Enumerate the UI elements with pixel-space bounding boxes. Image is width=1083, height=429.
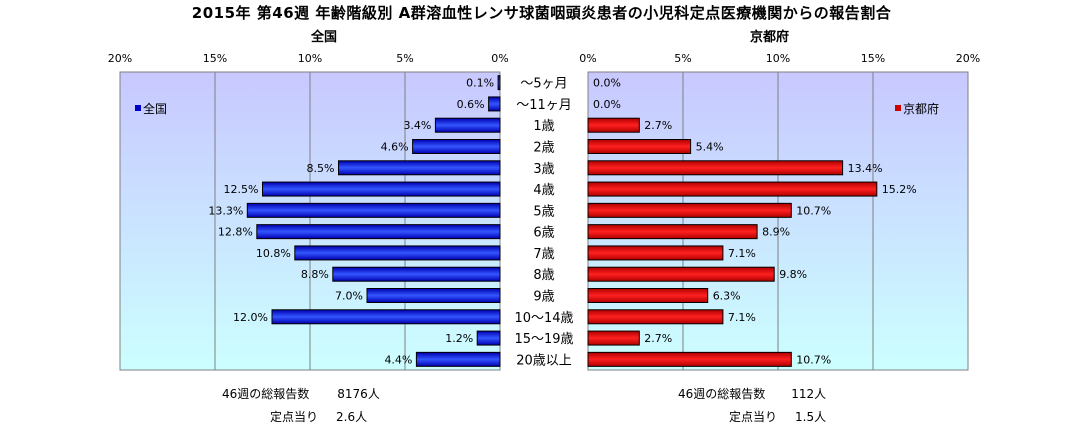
kyoto-bar (587, 245, 724, 261)
national-total-label: 46週の総報告数 (222, 387, 310, 401)
kyoto-per-value: 1.5人 (795, 410, 827, 424)
age-category-label: 6歳 (533, 226, 554, 241)
kyoto-data-label: 5.4% (696, 141, 724, 154)
national-bar (366, 288, 501, 303)
kyoto-data-label: 2.7% (644, 332, 672, 345)
kyoto-data-label: 10.7% (796, 204, 831, 217)
age-category-label: ～5ヶ月 (520, 77, 567, 92)
national-legend-label: 全国 (143, 101, 167, 116)
national-bar (246, 202, 501, 218)
national-data-label: 3.4% (403, 119, 431, 132)
age-category-label: 7歳 (533, 247, 554, 262)
kyoto-data-label: 8.9% (762, 226, 790, 239)
age-category-label: ～11ヶ月 (516, 98, 572, 113)
kyoto-total-value: 112人 (791, 387, 827, 401)
kyoto-bar (587, 309, 724, 325)
age-category-label: 9歳 (533, 290, 554, 305)
kyoto-data-label: 0.0% (593, 98, 621, 111)
kyoto-total-reports: 46週の総報告数 112人 (678, 385, 826, 402)
kyoto-legend-swatch (895, 105, 901, 111)
national-data-label: 13.3% (208, 204, 243, 217)
kyoto-bar (587, 117, 640, 133)
age-category-label: 20歳以上 (516, 353, 572, 368)
national-data-label: 1.2% (445, 332, 473, 345)
kyoto-data-label: 9.8% (779, 268, 807, 281)
national-bar (262, 181, 501, 197)
national-data-label: 0.1% (466, 77, 494, 90)
age-category-label: 10～14歳 (514, 311, 573, 326)
national-tick-label: 5% (396, 52, 413, 65)
age-category-label: 1歳 (533, 119, 554, 134)
kyoto-tick-label: 15% (861, 52, 885, 65)
national-data-label: 10.8% (256, 247, 291, 260)
kyoto-data-label: 15.2% (882, 183, 917, 196)
chart-title: 2015年 第46週 年齢階級別 A群溶血性レンサ球菌咽頭炎患者の小児科定点医療… (191, 4, 892, 22)
kyoto-bar (587, 266, 775, 282)
kyoto-data-label: 0.0% (593, 77, 621, 90)
national-data-label: 8.8% (301, 268, 329, 281)
kyoto-tick-label: 0% (579, 52, 596, 65)
national-bar (256, 224, 501, 240)
national-per-label: 定点当り (270, 410, 319, 424)
national-tick-label: 20% (108, 52, 132, 65)
national-tick-label: 15% (203, 52, 227, 65)
national-bar (271, 309, 501, 325)
kyoto-data-label: 7.1% (728, 247, 756, 260)
national-data-label: 8.5% (307, 162, 335, 175)
national-data-label: 12.8% (218, 226, 253, 239)
age-category-label: 5歳 (533, 204, 554, 219)
national-data-label: 0.6% (457, 98, 485, 111)
national-bar (476, 330, 501, 346)
age-category-label: 8歳 (533, 268, 554, 283)
national-bar (338, 160, 501, 176)
age-category-label: 2歳 (533, 141, 554, 156)
national-data-label: 12.0% (233, 311, 268, 324)
national-tick-label: 10% (298, 52, 322, 65)
kyoto-per-label: 定点当り (729, 410, 778, 424)
national-bar (415, 351, 501, 367)
kyoto-total-label: 46週の総報告数 (678, 387, 766, 401)
national-data-label: 12.5% (224, 183, 259, 196)
kyoto-bar (587, 224, 758, 240)
kyoto-tick-label: 20% (956, 52, 980, 65)
kyoto-data-label: 7.1% (728, 311, 756, 324)
age-category-label: 15～19歳 (514, 332, 573, 347)
national-bar (488, 96, 501, 112)
kyoto-data-label: 10.7% (796, 353, 831, 366)
national-data-label: 4.4% (384, 353, 412, 366)
kyoto-bar (587, 181, 878, 197)
national-legend-swatch (135, 105, 141, 111)
national-total-reports: 46週の総報告数 8176人 (222, 385, 380, 402)
kyoto-tick-label: 10% (766, 52, 790, 65)
national-data-label: 4.6% (381, 141, 409, 154)
kyoto-bar (587, 288, 709, 303)
age-category-label: 4歳 (533, 183, 554, 198)
kyoto-bar (587, 351, 792, 367)
kyoto-bar (587, 202, 792, 218)
national-per-site: 定点当り 2.6人 (270, 408, 367, 425)
kyoto-legend-label: 京都府 (903, 101, 939, 116)
kyoto-per-site: 定点当り 1.5人 (729, 408, 826, 425)
kyoto-data-label: 13.4% (848, 162, 883, 175)
national-tick-label: 0% (491, 52, 508, 65)
kyoto-data-label: 6.3% (713, 290, 741, 303)
kyoto-tick-label: 5% (674, 52, 691, 65)
national-bar (412, 139, 501, 154)
kyoto-bar (587, 330, 640, 346)
kyoto-panel-title: 京都府 (750, 30, 790, 45)
kyoto-bar (587, 160, 844, 176)
national-bar (434, 117, 501, 133)
age-category-label: 3歳 (533, 162, 554, 177)
kyoto-bar (587, 139, 692, 154)
national-bar (294, 245, 501, 261)
national-total-value: 8176人 (337, 387, 380, 401)
national-data-label: 7.0% (335, 290, 363, 303)
national-per-value: 2.6人 (336, 410, 368, 424)
national-bar (497, 75, 501, 91)
national-panel-title: 全国 (311, 30, 338, 45)
kyoto-data-label: 2.7% (644, 119, 672, 132)
national-bar (332, 266, 501, 282)
